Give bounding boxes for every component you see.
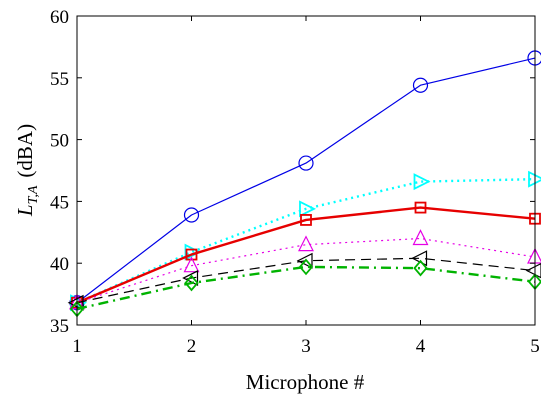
y-axis-label-subscript: T,A [26, 185, 41, 204]
y-tick-label: 60 [50, 7, 69, 28]
y-axis-label-base: L [13, 204, 37, 217]
y-tick-label: 45 [50, 192, 69, 213]
x-tick-label: 3 [301, 336, 311, 357]
x-tick-label: 5 [530, 336, 540, 357]
y-tick-label: 35 [50, 316, 69, 337]
x-axis-label: Microphone # [246, 370, 365, 394]
y-axis-label-unit: (dBA) [13, 124, 37, 178]
y-axis-label: LT,A (dBA) [13, 124, 41, 217]
y-tick-label: 55 [50, 69, 69, 90]
x-tick-label: 1 [72, 336, 82, 357]
x-tick-label: 2 [187, 336, 197, 357]
x-tick-label: 4 [416, 336, 426, 357]
y-tick-label: 40 [50, 254, 69, 275]
y-tick-label: 50 [50, 131, 69, 152]
